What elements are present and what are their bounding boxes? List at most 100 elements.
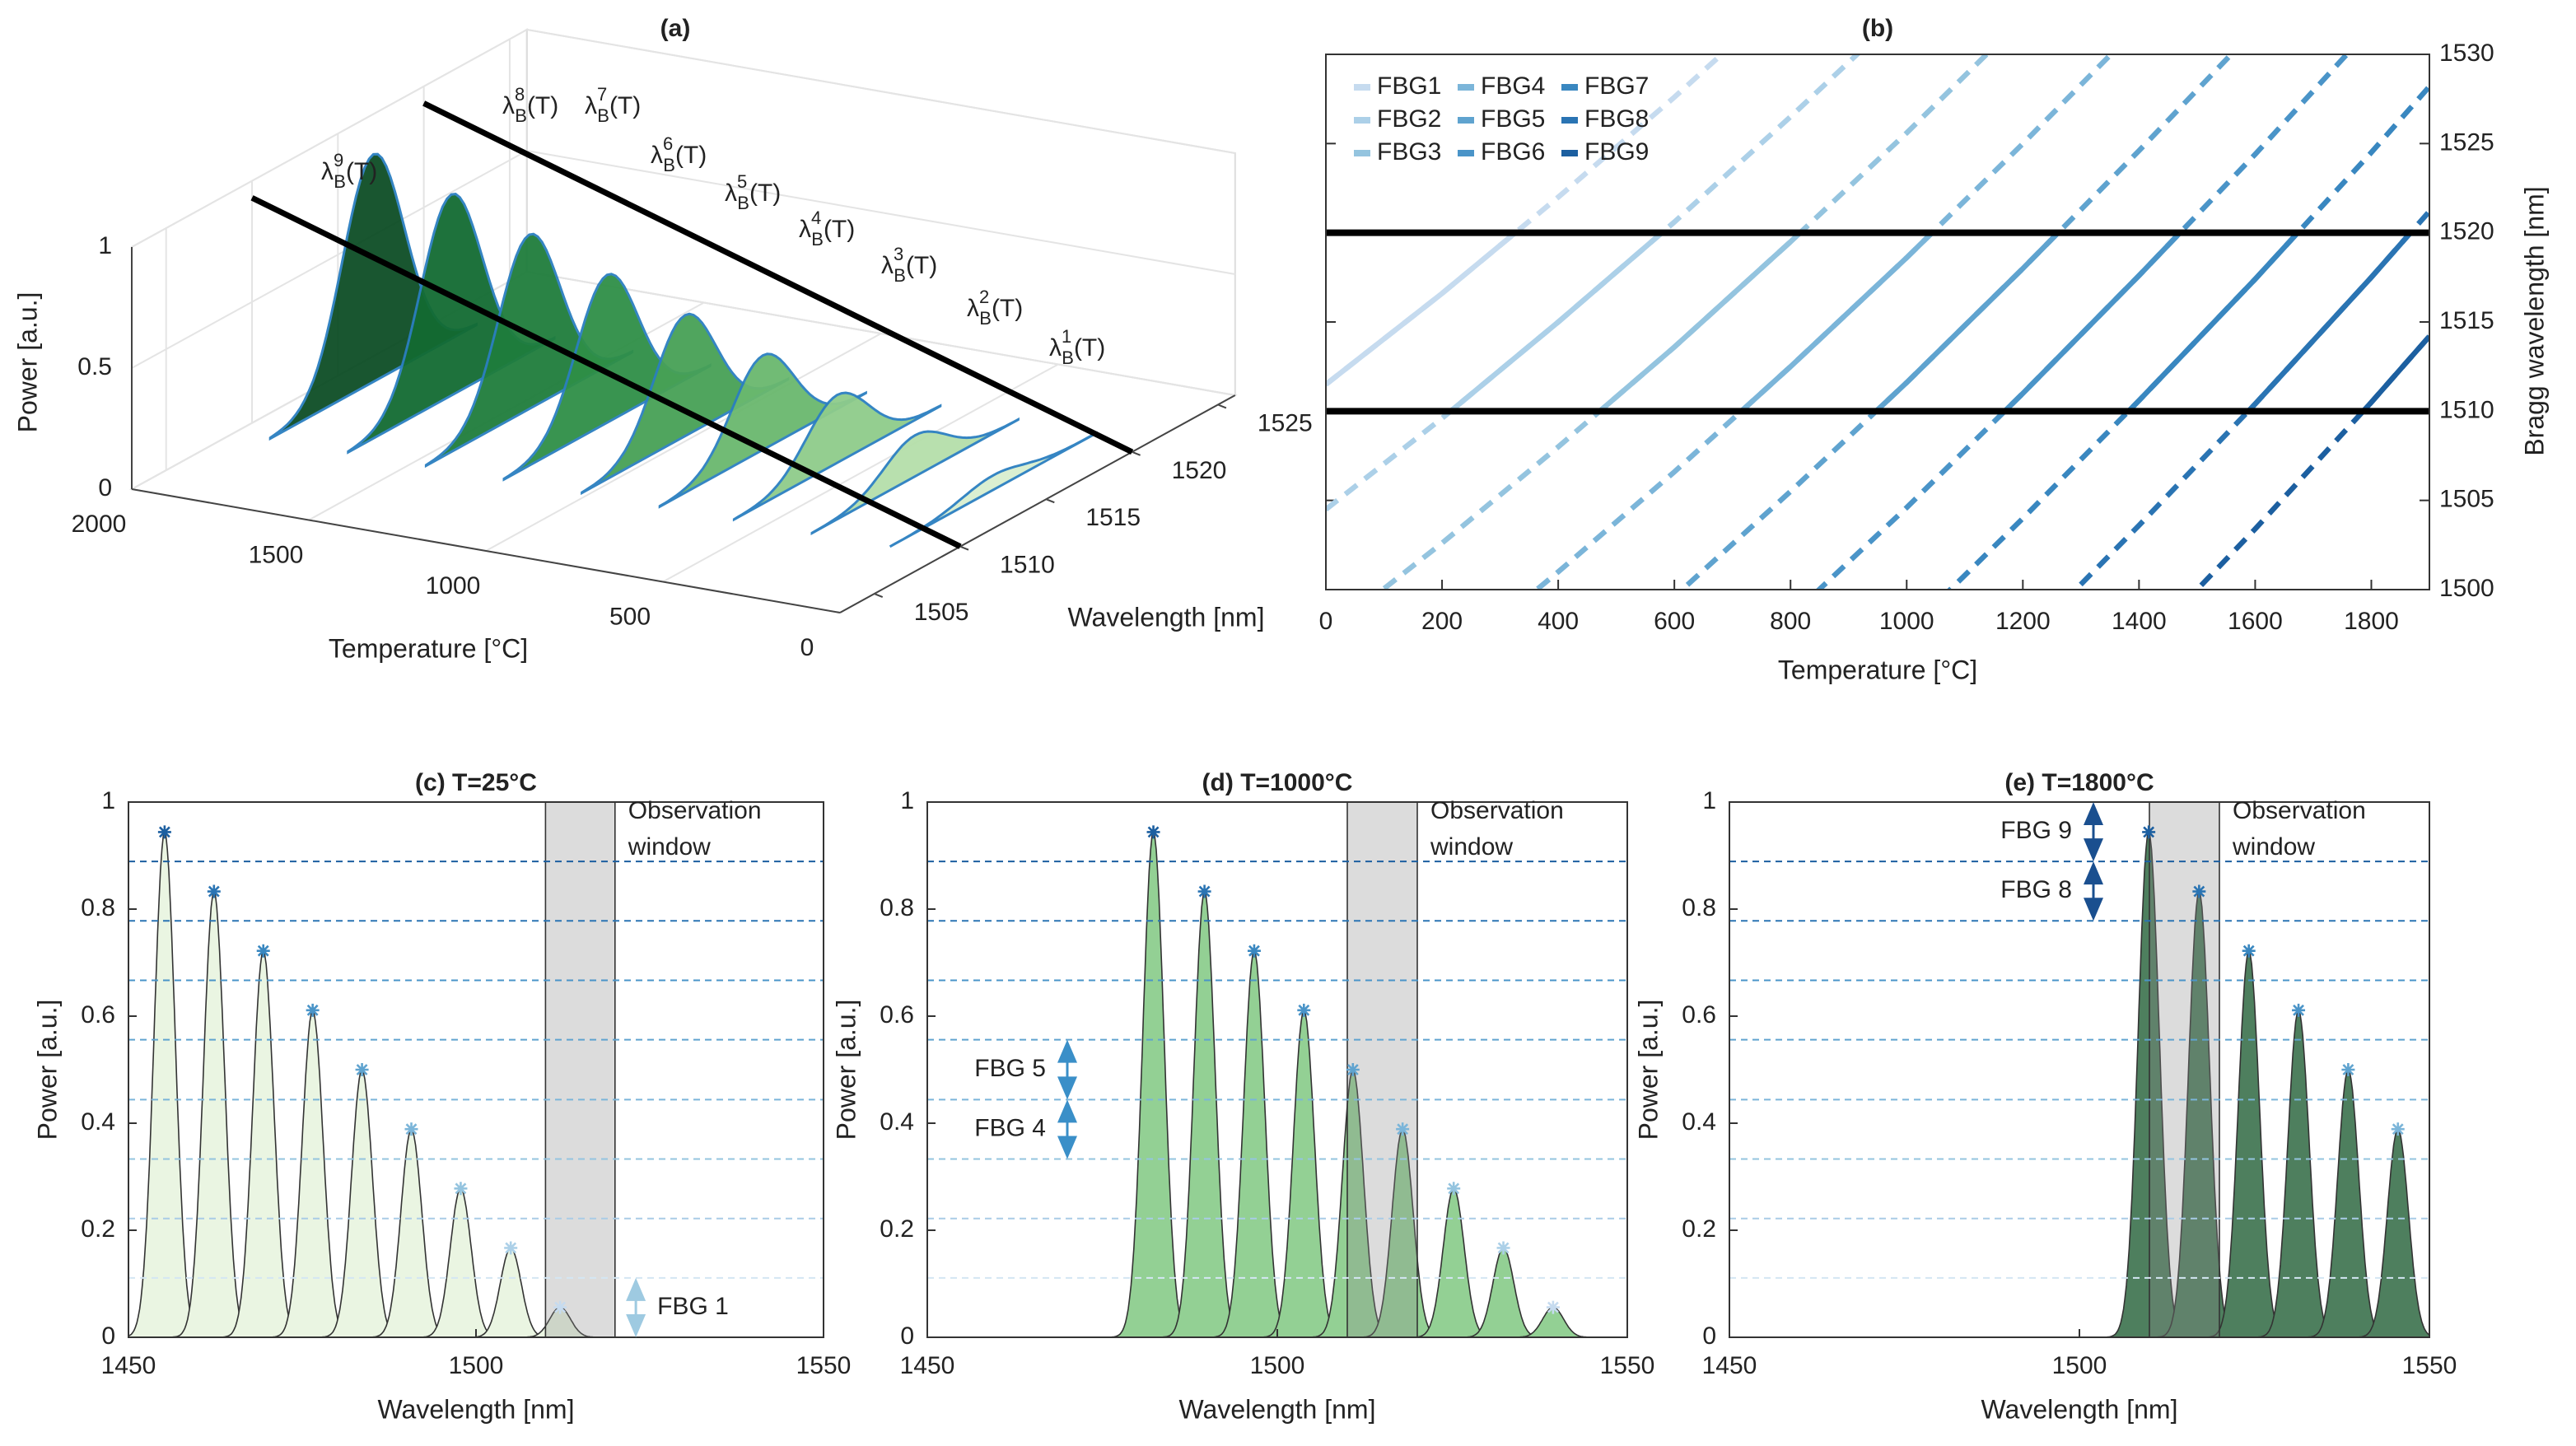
sup: 4 bbox=[811, 208, 821, 228]
window-line bbox=[422, 100, 1134, 455]
bragg-label: λ9 B(T) bbox=[321, 150, 377, 192]
sub: B bbox=[811, 229, 824, 250]
y-axis-label: Power [a.u.] bbox=[32, 1000, 62, 1140]
peak-marker bbox=[1496, 1241, 1510, 1255]
tail: (T) bbox=[992, 295, 1023, 322]
y-tick-label: 1505 bbox=[914, 599, 969, 626]
lambda: λ bbox=[799, 216, 811, 243]
window-label: window bbox=[1430, 833, 1513, 861]
series-line bbox=[1446, 232, 1667, 412]
series-line bbox=[1737, 232, 1936, 412]
peak-marker bbox=[454, 1182, 468, 1196]
legend-label: FBG2 bbox=[1377, 105, 1441, 133]
series-line bbox=[2244, 232, 2415, 412]
legend-label: FBG4 bbox=[1481, 72, 1545, 100]
lines-dashed bbox=[1326, 54, 2429, 590]
y-axis bbox=[839, 394, 1236, 613]
peak-marker bbox=[1396, 1122, 1410, 1136]
y-tick-label: 0 bbox=[900, 1322, 914, 1350]
y-tick bbox=[959, 545, 969, 551]
x-tick-label: 1550 bbox=[796, 1352, 852, 1379]
x-tick-label: 1600 bbox=[2228, 608, 2283, 635]
y-tick-label: 1505 bbox=[2439, 486, 2494, 513]
x-axis-label: Temperature [°C] bbox=[329, 633, 528, 663]
peak-marker bbox=[2242, 944, 2256, 958]
y-tick bbox=[1045, 498, 1055, 504]
legend-label: FBG8 bbox=[1584, 105, 1649, 133]
peak-marker bbox=[1146, 825, 1160, 839]
y-tick-label: 1 bbox=[101, 787, 115, 814]
y-tick-label: 1515 bbox=[1085, 504, 1141, 531]
peak-marker bbox=[2341, 1063, 2355, 1076]
x-tick-label: 1500 bbox=[449, 1352, 504, 1379]
spectrum-peak bbox=[1111, 829, 1196, 1337]
series-line bbox=[2071, 209, 2429, 590]
peak-marker bbox=[1297, 1003, 1311, 1017]
y-tick-label: 0.4 bbox=[880, 1108, 914, 1136]
chart-title: (c) T=25°C bbox=[415, 769, 537, 796]
sup: 6 bbox=[663, 133, 673, 154]
x-tick-label: 400 bbox=[1538, 608, 1579, 635]
x-tick-label: 1550 bbox=[2402, 1352, 2457, 1379]
series-line bbox=[1678, 54, 2235, 590]
y-tick-label: 0.2 bbox=[1682, 1215, 1716, 1243]
spectrum-profile bbox=[889, 431, 1098, 548]
z-axis-label: Power [a.u.] bbox=[12, 292, 42, 433]
x-axis-label: Temperature [°C] bbox=[1778, 655, 1977, 684]
grid-line bbox=[662, 363, 1059, 583]
series-line bbox=[2193, 334, 2429, 590]
series-line bbox=[2125, 232, 2302, 412]
x-axis bbox=[131, 488, 841, 613]
window-label: Observation bbox=[1430, 797, 1564, 824]
lambda: λ bbox=[1049, 334, 1062, 362]
sub: B bbox=[979, 308, 992, 329]
tail: (T) bbox=[824, 216, 855, 243]
y-tick-label: 0.6 bbox=[880, 1001, 914, 1029]
x-tick-label: 1000 bbox=[1879, 608, 1934, 635]
lambda: λ bbox=[585, 92, 597, 119]
sup: 9 bbox=[334, 150, 343, 170]
y-tick-label: 0.8 bbox=[880, 894, 914, 921]
peak-marker bbox=[355, 1063, 369, 1076]
x-tick-label: 200 bbox=[1421, 608, 1463, 635]
x-tick-label: 1500 bbox=[2052, 1352, 2107, 1379]
fbg-annotation: FBG 4 bbox=[974, 1114, 1046, 1141]
y-axis-label: Power [a.u.] bbox=[1633, 1000, 1663, 1140]
sup: 5 bbox=[737, 171, 747, 192]
y-tick-label: 1515 bbox=[2439, 307, 2494, 334]
x-tick-label: 600 bbox=[1654, 608, 1695, 635]
fbg-annotation: FBG 8 bbox=[2000, 876, 2072, 903]
lambda: λ bbox=[967, 295, 979, 322]
plot-frame bbox=[1325, 54, 2430, 590]
peak-marker bbox=[1346, 1063, 1360, 1076]
bragg-label: λ5 B(T) bbox=[725, 171, 781, 213]
x-axis-label: Wavelength [nm] bbox=[1981, 1394, 2178, 1424]
sup: 1 bbox=[1062, 326, 1071, 347]
sub: B bbox=[737, 193, 749, 213]
lines-solid bbox=[1326, 232, 2429, 412]
window-label: window bbox=[2232, 833, 2315, 861]
legend-label: FBG6 bbox=[1481, 138, 1545, 166]
sup: 2 bbox=[979, 287, 989, 307]
fbg-annotation: FBG 1 bbox=[657, 1293, 729, 1320]
tail: (T) bbox=[1074, 334, 1105, 362]
lambda: λ bbox=[881, 252, 894, 279]
peak-marker bbox=[2142, 825, 2156, 839]
grid-line bbox=[131, 28, 1235, 248]
y-axis-label: Power [a.u.] bbox=[831, 1000, 861, 1140]
plot-frame bbox=[128, 801, 824, 1338]
x-tick-label: 1450 bbox=[101, 1352, 156, 1379]
tail: (T) bbox=[749, 180, 781, 207]
grid-line bbox=[131, 149, 1235, 369]
peak-marker bbox=[404, 1122, 418, 1136]
spectrum-profile bbox=[810, 417, 1020, 535]
y-axis-label: Bragg wavelength [nm] bbox=[2519, 186, 2549, 455]
y-tick-label: 0.4 bbox=[1682, 1108, 1716, 1136]
arrow-head bbox=[1057, 1039, 1077, 1100]
lambda: λ bbox=[725, 180, 737, 207]
window-line bbox=[250, 195, 962, 549]
y-tick-label: 1 bbox=[1702, 787, 1716, 814]
y-axis-label: Wavelength [nm] bbox=[1068, 602, 1265, 632]
sub: B bbox=[334, 171, 346, 192]
